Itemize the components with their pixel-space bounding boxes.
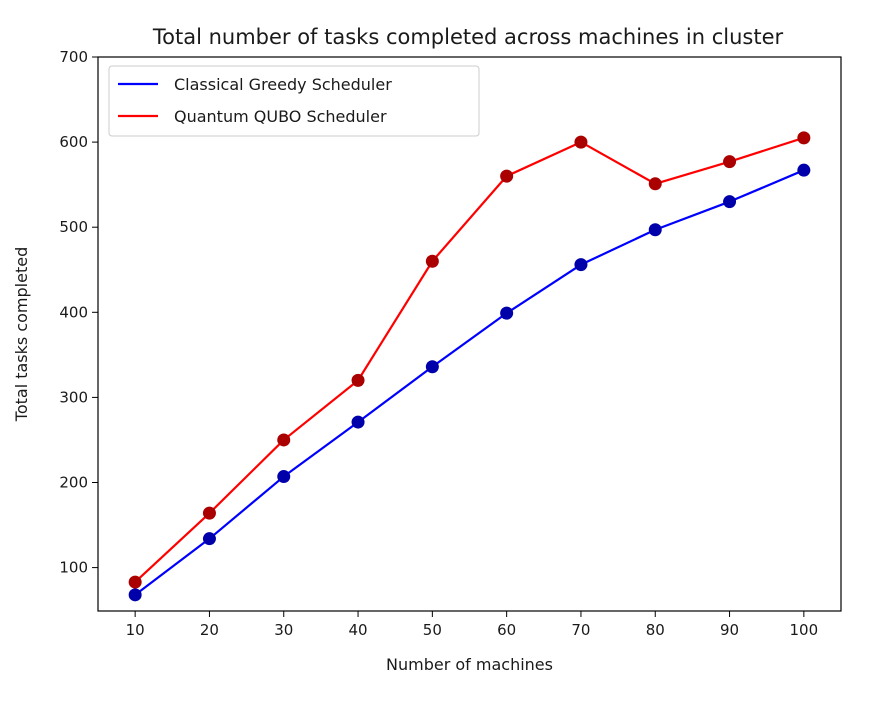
y-tick-label: 600 [59, 133, 88, 151]
x-tick-label: 90 [720, 621, 739, 639]
y-tick-label: 400 [59, 303, 88, 321]
data-point-quantum [797, 131, 811, 145]
legend-label: Quantum QUBO Scheduler [174, 107, 387, 126]
data-point-classical [500, 306, 514, 320]
data-point-classical [425, 360, 439, 374]
data-point-classical [574, 258, 588, 272]
data-point-classical [648, 223, 662, 237]
data-point-quantum [351, 373, 365, 387]
data-point-classical [277, 470, 291, 484]
x-tick-label: 20 [200, 621, 219, 639]
x-tick-label: 60 [497, 621, 516, 639]
data-point-classical [351, 415, 365, 429]
data-point-quantum [425, 254, 439, 268]
series-line-classical [134, 169, 805, 596]
plot-area [128, 131, 811, 602]
legend-box [108, 65, 480, 137]
data-point-quantum [277, 433, 291, 447]
x-axis-label: Number of machines [386, 655, 553, 674]
data-point-quantum [128, 575, 142, 589]
y-tick-label: 100 [59, 559, 88, 577]
x-axis: 10 20 30 40 50 60 70 80 90 100 [126, 611, 819, 639]
y-axis: 100 200 300 400 500 600 700 [59, 48, 98, 577]
y-tick-label: 200 [59, 473, 88, 491]
x-tick-label: 40 [349, 621, 368, 639]
x-tick-label: 10 [126, 621, 145, 639]
data-point-classical [128, 588, 142, 602]
x-tick-label: 70 [571, 621, 590, 639]
y-axis-label: Total tasks completed [12, 247, 31, 422]
chart-title: Total number of tasks completed across m… [152, 25, 784, 49]
y-tick-label: 700 [59, 48, 88, 66]
x-tick-label: 100 [790, 621, 819, 639]
y-tick-label: 300 [59, 388, 88, 406]
x-tick-label: 30 [274, 621, 293, 639]
data-point-quantum [202, 506, 216, 520]
data-point-classical [202, 532, 216, 546]
plot-frame [97, 56, 842, 612]
data-point-classical [797, 163, 811, 177]
data-point-quantum [723, 155, 737, 169]
y-tick-label: 500 [59, 218, 88, 236]
series-line-quantum [134, 136, 805, 583]
x-tick-label: 80 [646, 621, 665, 639]
legend: Classical Greedy Scheduler Quantum QUBO S… [108, 65, 480, 137]
data-point-quantum [500, 169, 514, 183]
data-point-quantum [574, 135, 588, 149]
data-point-classical [723, 195, 737, 209]
legend-label: Classical Greedy Scheduler [174, 75, 392, 94]
data-point-quantum [648, 177, 662, 191]
x-tick-label: 50 [423, 621, 442, 639]
